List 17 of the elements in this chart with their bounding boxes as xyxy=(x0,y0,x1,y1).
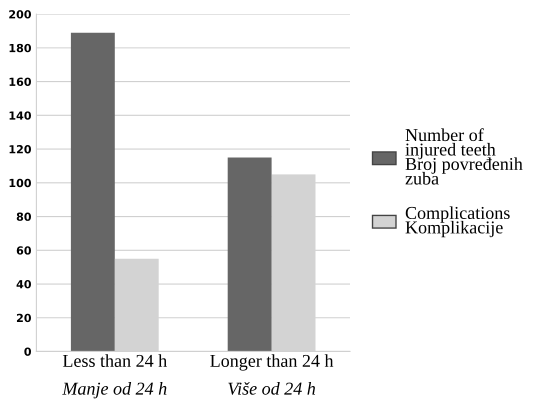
legend-label: Number of injured teeth Broj povređenih zuba xyxy=(405,128,523,185)
y-tick-label: 180 xyxy=(10,44,32,52)
category-label: Longer than 24 h Više od 24 h xyxy=(210,354,334,395)
bar xyxy=(228,158,272,352)
y-tick-label: 60 xyxy=(16,246,32,255)
y-tick-label: 200 xyxy=(9,10,32,19)
y-tick-label: 100 xyxy=(10,178,32,188)
y-tick-label: 40 xyxy=(16,280,32,288)
y-tick-label: 80 xyxy=(16,212,32,221)
y-tick-label: 160 xyxy=(10,78,32,86)
y-tick-label: 20 xyxy=(16,314,32,322)
y-tick-label: 140 xyxy=(10,111,32,120)
legend-label: Complications Komplikacije xyxy=(406,206,510,238)
bar xyxy=(70,32,115,352)
y-tick-label: 120 xyxy=(10,145,32,154)
y-tick-label: 0 xyxy=(24,347,32,356)
category-label: Less than 24 h Manje od 24 h xyxy=(62,354,167,398)
